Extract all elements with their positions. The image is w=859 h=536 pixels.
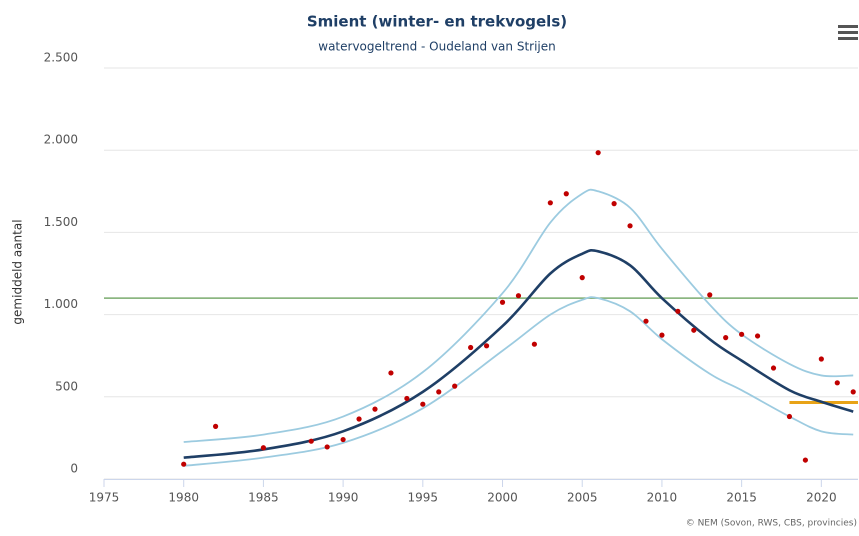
x-tick-label: 2020 — [806, 491, 837, 505]
chart-subtitle: watervogeltrend - Oudeland van Strijen — [318, 40, 555, 54]
data-point — [515, 293, 522, 299]
y-tick-label: 0 — [70, 462, 78, 476]
menu-bar — [838, 25, 858, 28]
data-point — [627, 223, 633, 229]
data-point — [643, 318, 649, 324]
data-point — [739, 331, 745, 337]
data-point — [834, 380, 840, 386]
x-tick-label: 2015 — [726, 491, 757, 505]
data-point — [770, 365, 777, 371]
data-point — [388, 370, 394, 376]
data-point — [499, 299, 506, 305]
data-point — [340, 436, 346, 443]
data-point — [563, 191, 569, 197]
data-point — [181, 461, 187, 467]
data-point — [547, 200, 553, 206]
y-tick-label: 1.000 — [44, 297, 78, 311]
data-point — [691, 327, 697, 333]
data-point — [675, 308, 681, 314]
data-point — [595, 150, 601, 156]
chart-title: Smient (winter- en trekvogels) — [307, 13, 567, 31]
data-point — [786, 413, 793, 420]
data-point — [404, 395, 410, 402]
y-tick-label: 1.500 — [44, 215, 78, 229]
trend-line — [183, 188, 854, 443]
y-tick-label: 2.500 — [44, 51, 78, 65]
menu-bar — [838, 31, 858, 34]
credit: © NEM (Sovon, RWS, CBS, provincies) — [686, 519, 857, 529]
data-point — [356, 416, 362, 422]
data-point — [579, 275, 585, 281]
data-point — [420, 401, 426, 407]
x-tick-label: 1980 — [168, 491, 199, 505]
data-point — [802, 457, 808, 463]
data-point — [260, 445, 267, 451]
data-point — [212, 423, 219, 429]
x-tick-label: 2010 — [647, 491, 678, 505]
data-point — [611, 201, 617, 207]
data-point — [483, 343, 490, 349]
data-point — [324, 444, 330, 450]
trend-line — [183, 248, 854, 459]
data-point — [754, 333, 761, 339]
data-point — [850, 389, 856, 395]
data-point — [531, 341, 538, 347]
x-tick-label: 1995 — [408, 491, 439, 505]
x-tick-label: 1975 — [89, 491, 120, 505]
x-tick-label: 2005 — [567, 491, 598, 505]
x-tick-label: 2000 — [487, 491, 518, 505]
data-point — [723, 335, 729, 341]
y-tick-label: 2.000 — [44, 133, 78, 147]
data-point — [308, 438, 314, 444]
data-point — [818, 356, 824, 362]
x-tick-label: 1985 — [248, 491, 279, 505]
menu-icon[interactable] — [838, 25, 858, 40]
data-point — [436, 389, 442, 395]
x-tick-label: 1990 — [328, 491, 359, 505]
trend-line — [183, 296, 854, 467]
data-point — [372, 406, 378, 412]
data-point — [452, 383, 458, 389]
data-point — [707, 292, 713, 298]
menu-bar — [838, 37, 858, 40]
data-point — [468, 344, 474, 351]
data-point — [659, 332, 665, 338]
y-tick-label: 500 — [55, 379, 78, 393]
y-axis-label: gemiddeld aantal — [11, 219, 25, 324]
